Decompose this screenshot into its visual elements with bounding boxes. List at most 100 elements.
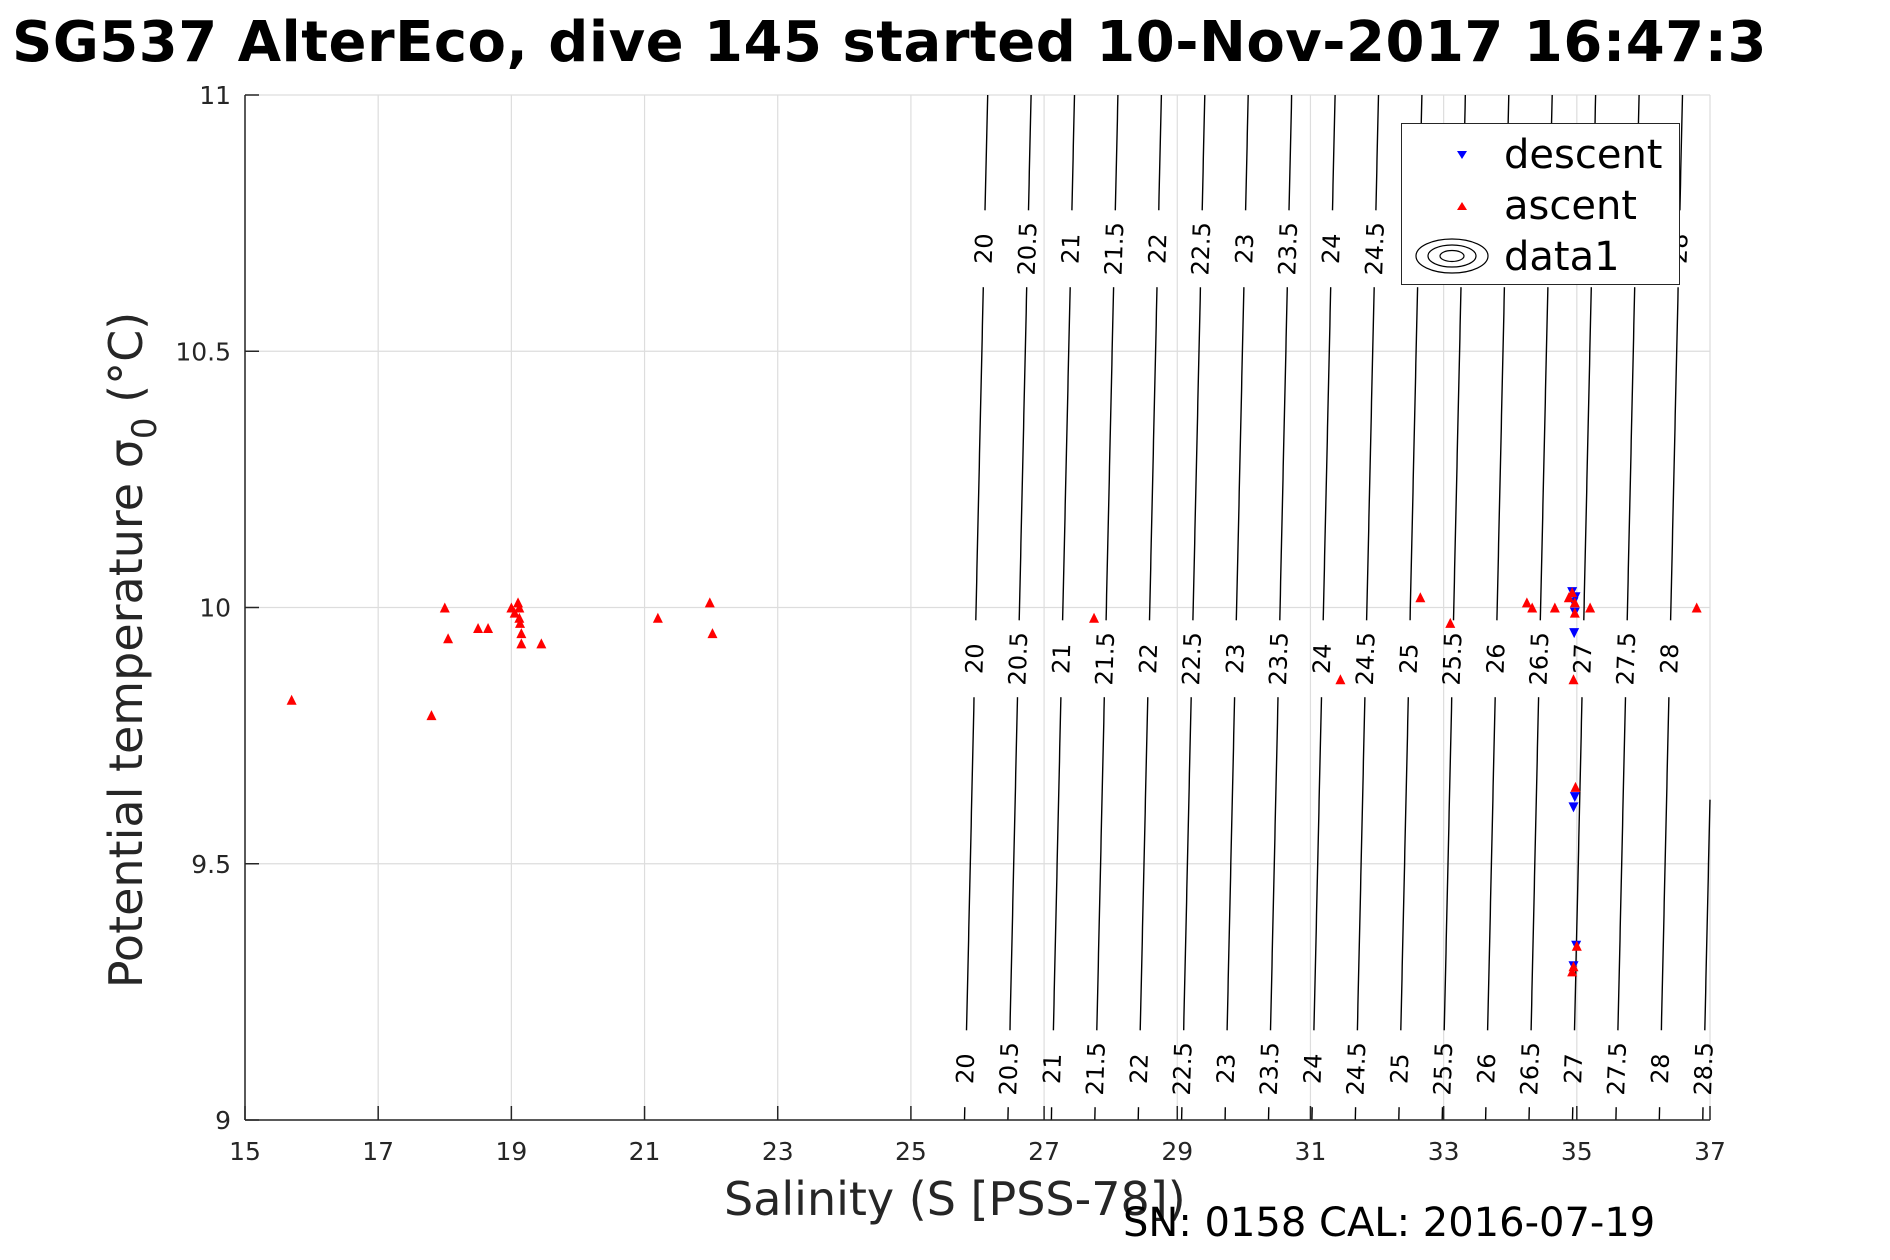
isopycnal-line bbox=[1018, 287, 1028, 621]
ascent-point bbox=[1335, 674, 1346, 685]
isopycnal-line bbox=[1313, 697, 1323, 1031]
isopycnal-line bbox=[1365, 287, 1375, 621]
isopycnal-label: 25.5 bbox=[1438, 632, 1468, 686]
x-tick-label: 19 bbox=[495, 1137, 527, 1166]
ascent-point bbox=[1585, 602, 1596, 613]
ascent-point bbox=[1691, 602, 1702, 613]
isopycnal-label: 22.5 bbox=[1186, 222, 1216, 276]
isopycnal-line bbox=[1679, 94, 1684, 211]
ascent-point bbox=[1527, 602, 1538, 613]
isopycnal-label: 21 bbox=[1047, 643, 1076, 675]
isopycnal-line bbox=[1279, 287, 1288, 621]
ascent-point bbox=[1521, 597, 1532, 608]
isopycnal-line bbox=[1052, 697, 1062, 1031]
isopycnal-line bbox=[1583, 287, 1592, 621]
isopycnal-line bbox=[1704, 799, 1711, 1031]
isopycnal-label: 25 bbox=[1385, 1053, 1414, 1085]
isopycnal-line bbox=[1071, 94, 1076, 211]
ascent-point bbox=[1567, 587, 1578, 598]
isopycnal-line bbox=[1530, 697, 1540, 1031]
isopycnal-label: 28 bbox=[1655, 643, 1684, 675]
y-axis-label-text: Potential temperature bbox=[99, 482, 153, 989]
descent-point bbox=[1568, 802, 1579, 813]
isopycnal-label: 21 bbox=[1057, 233, 1086, 265]
y-tick-label: 9.5 bbox=[191, 850, 231, 879]
x-tick-label: 21 bbox=[629, 1137, 661, 1166]
ascent-point bbox=[1571, 940, 1582, 951]
x-tick-label: 29 bbox=[1161, 1137, 1193, 1166]
isopycnal-line bbox=[1192, 287, 1202, 621]
isopycnal-line bbox=[1496, 287, 1506, 621]
isopycnal-label: 27 bbox=[1568, 643, 1597, 675]
isopycnal-label: 24.5 bbox=[1342, 1042, 1372, 1096]
x-tick-label: 17 bbox=[362, 1137, 394, 1166]
ascent-point bbox=[1570, 781, 1581, 792]
y-axis-label-subscript: 0 bbox=[125, 417, 165, 440]
isopycnal-line bbox=[1148, 287, 1158, 621]
ascent-point bbox=[1089, 612, 1100, 623]
isopycnal-line bbox=[1269, 697, 1279, 1031]
legend: descent ascent data1 bbox=[1401, 123, 1680, 285]
isopycnal-line bbox=[1139, 697, 1149, 1031]
x-tick-label: 25 bbox=[895, 1137, 927, 1166]
isopycnal-line bbox=[1617, 697, 1627, 1031]
ascent-point bbox=[516, 628, 527, 639]
isopycnal-line bbox=[1009, 697, 1019, 1031]
isopycnal-label: 25 bbox=[1395, 643, 1424, 675]
isopycnal-line bbox=[1158, 94, 1163, 211]
isopycnal-label: 20 bbox=[960, 643, 989, 675]
isopycnal-label: 20.5 bbox=[994, 1042, 1024, 1096]
triangle-down-icon bbox=[1457, 151, 1467, 159]
isopycnal-label: 23.5 bbox=[1273, 222, 1303, 276]
isopycnal-label: 20 bbox=[951, 1053, 980, 1085]
isopycnal-label: 22.5 bbox=[1177, 632, 1207, 686]
isopycnal-label: 23 bbox=[1212, 1053, 1241, 1085]
ascent-point bbox=[536, 638, 547, 649]
isopycnal-label: 22 bbox=[1134, 643, 1163, 675]
isopycnal-label: 24.5 bbox=[1351, 632, 1381, 686]
ascent-point bbox=[1415, 592, 1426, 603]
descent-point bbox=[1569, 792, 1580, 803]
isopycnal-line bbox=[1105, 287, 1115, 621]
isopycnal-label: 27 bbox=[1559, 1053, 1588, 1085]
ascent-point bbox=[516, 638, 527, 649]
ascent-point bbox=[1549, 602, 1560, 613]
isopycnal-line bbox=[1201, 94, 1206, 211]
y-tick-label: 9 bbox=[215, 1106, 231, 1135]
isopycnal-label: 24 bbox=[1317, 233, 1346, 265]
isopycnal-line bbox=[1235, 287, 1245, 621]
x-tick-label: 35 bbox=[1561, 1137, 1593, 1166]
ascent-point bbox=[704, 597, 715, 608]
ascent-point bbox=[1568, 674, 1579, 685]
isopycnal-line bbox=[975, 287, 984, 621]
isopycnal-label: 26.5 bbox=[1525, 632, 1555, 686]
isopycnal-line bbox=[1356, 697, 1366, 1031]
ascent-point bbox=[652, 612, 663, 623]
ascent-point bbox=[514, 602, 525, 613]
isopycnal-line bbox=[1027, 94, 1032, 211]
isopycnal-label: 21 bbox=[1038, 1053, 1067, 1085]
ascent-point bbox=[514, 612, 525, 623]
axes: 15 17 19 21 23 25 27 29 31 33 35 37 9 9.5 10 10.5 11 bbox=[175, 81, 1726, 1166]
isopycnal-line bbox=[1452, 287, 1462, 621]
isopycnal-line bbox=[1669, 287, 1679, 621]
isopycnal-label: 20.5 bbox=[1003, 632, 1033, 686]
isopycnal-label: 22 bbox=[1143, 233, 1172, 265]
x-tick-label: 31 bbox=[1295, 1137, 1327, 1166]
ascent-point bbox=[1569, 607, 1580, 618]
isopycnal-line bbox=[1096, 697, 1105, 1031]
chart-title: SG537 AlterEco, dive 145 started 10-Nov-… bbox=[12, 10, 1767, 75]
legend-label-data1: data1 bbox=[1504, 234, 1620, 280]
legend-label-ascent: ascent bbox=[1504, 183, 1637, 229]
isopycnal-line bbox=[1331, 94, 1336, 211]
isopycnal-line bbox=[1322, 287, 1332, 621]
isopycnal-line bbox=[1183, 697, 1192, 1031]
isopycnal-line bbox=[984, 94, 989, 211]
isopycnal-label: 21.5 bbox=[1100, 222, 1130, 276]
isopycnal-line bbox=[1626, 287, 1636, 621]
x-tick-label: 37 bbox=[1694, 1137, 1726, 1166]
y-axis-label-unit: (°C) bbox=[99, 311, 153, 403]
ascent-point bbox=[439, 602, 450, 613]
x-tick-label: 15 bbox=[229, 1137, 261, 1166]
isopycnal-line bbox=[1660, 697, 1670, 1031]
